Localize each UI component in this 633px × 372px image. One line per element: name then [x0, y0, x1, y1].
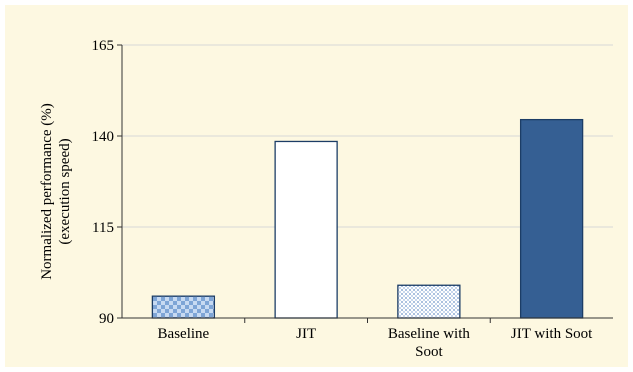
- bar: [519, 118, 584, 319]
- y-axis-title-line: (execution speed): [57, 138, 73, 244]
- chart-frame: 90 115 140 165 Baseline JIT Baseline with Soot J…: [5, 5, 628, 367]
- y-axis-title: Normalized performance (%) (execution spe…: [39, 103, 73, 280]
- y-tick-label: 90: [99, 311, 114, 327]
- y-tick-label: 140: [92, 129, 115, 145]
- y-tick-label: 115: [92, 220, 114, 236]
- x-tick-label: Baseline with: [388, 326, 471, 342]
- bars: [151, 118, 584, 319]
- y-axis-title-line: Normalized performance (%): [39, 103, 55, 280]
- bar: [397, 284, 461, 319]
- x-tick-label: JIT with Soot: [511, 326, 593, 342]
- bar-chart: 90 115 140 165 Baseline JIT Baseline with Soot J…: [39, 38, 613, 360]
- y-tick-label: 165: [92, 38, 115, 54]
- axes: [117, 44, 613, 323]
- x-tick-label: Baseline: [158, 326, 210, 342]
- x-tick-label: Soot: [415, 344, 443, 360]
- labels: 90 115 140 165 Baseline JIT Baseline with Soot J…: [92, 38, 594, 360]
- x-tick-label: JIT: [296, 326, 316, 342]
- bar: [274, 140, 338, 319]
- bar: [151, 295, 216, 319]
